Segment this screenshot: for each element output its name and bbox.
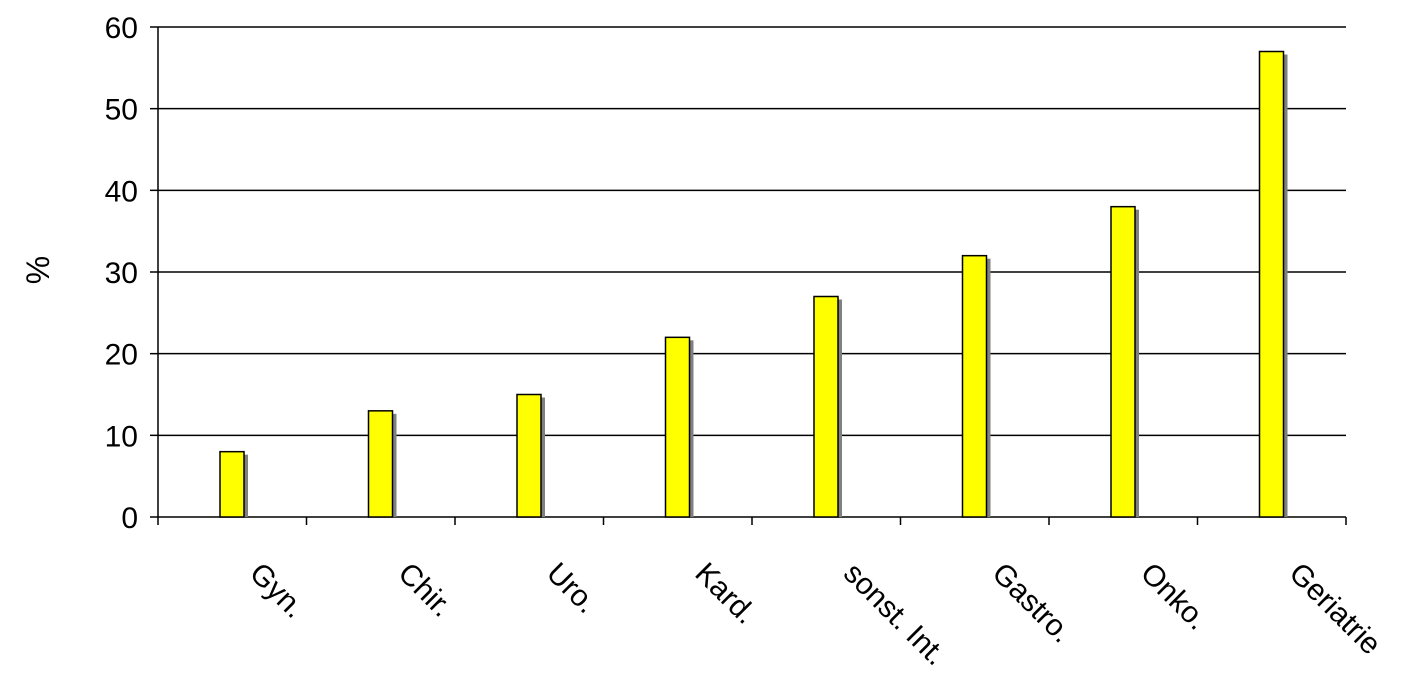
y-tick-label: 30	[105, 257, 138, 290]
y-tick-labels: 0 10 20 30 40 50 60	[105, 12, 138, 535]
y-tick-label: 10	[105, 420, 138, 453]
y-tick-label: 60	[105, 12, 138, 45]
axes	[150, 26, 1347, 525]
y-axis-title: %	[20, 256, 56, 284]
x-tick-label: Chir.	[392, 557, 459, 624]
y-tick-label: 0	[121, 502, 138, 535]
bar-Kard.	[664, 336, 691, 518]
x-tick-labels: Gyn. Chir. Uro. Kard. sonst. Int. Gastro. Onko…	[243, 557, 1387, 672]
x-tick-label: Onko.	[1134, 557, 1214, 637]
bar-Uro.	[516, 393, 542, 518]
x-tick-label: Geriatrie	[1283, 557, 1388, 662]
y-tick-label: 20	[105, 339, 138, 372]
bars	[219, 50, 1288, 518]
y-tick-label: 40	[105, 175, 138, 208]
x-tick-label: Gyn.	[243, 557, 311, 625]
bar-Onko.	[1110, 205, 1136, 518]
x-tick-label: sonst. Int.	[837, 557, 952, 672]
x-tick-label: Gastro.	[986, 557, 1079, 650]
x-tick-label: Kard.	[689, 557, 763, 631]
bar-Geriatrie	[1258, 50, 1285, 518]
y-tick-label: 50	[105, 94, 138, 127]
x-tick-label: Uro.	[540, 557, 603, 620]
bar-Gastro.	[961, 254, 988, 518]
bar-sonst. Int.	[813, 295, 839, 518]
bar-Chir.	[367, 410, 394, 518]
gridlines	[158, 26, 1346, 437]
bar-Gyn.	[219, 450, 245, 518]
